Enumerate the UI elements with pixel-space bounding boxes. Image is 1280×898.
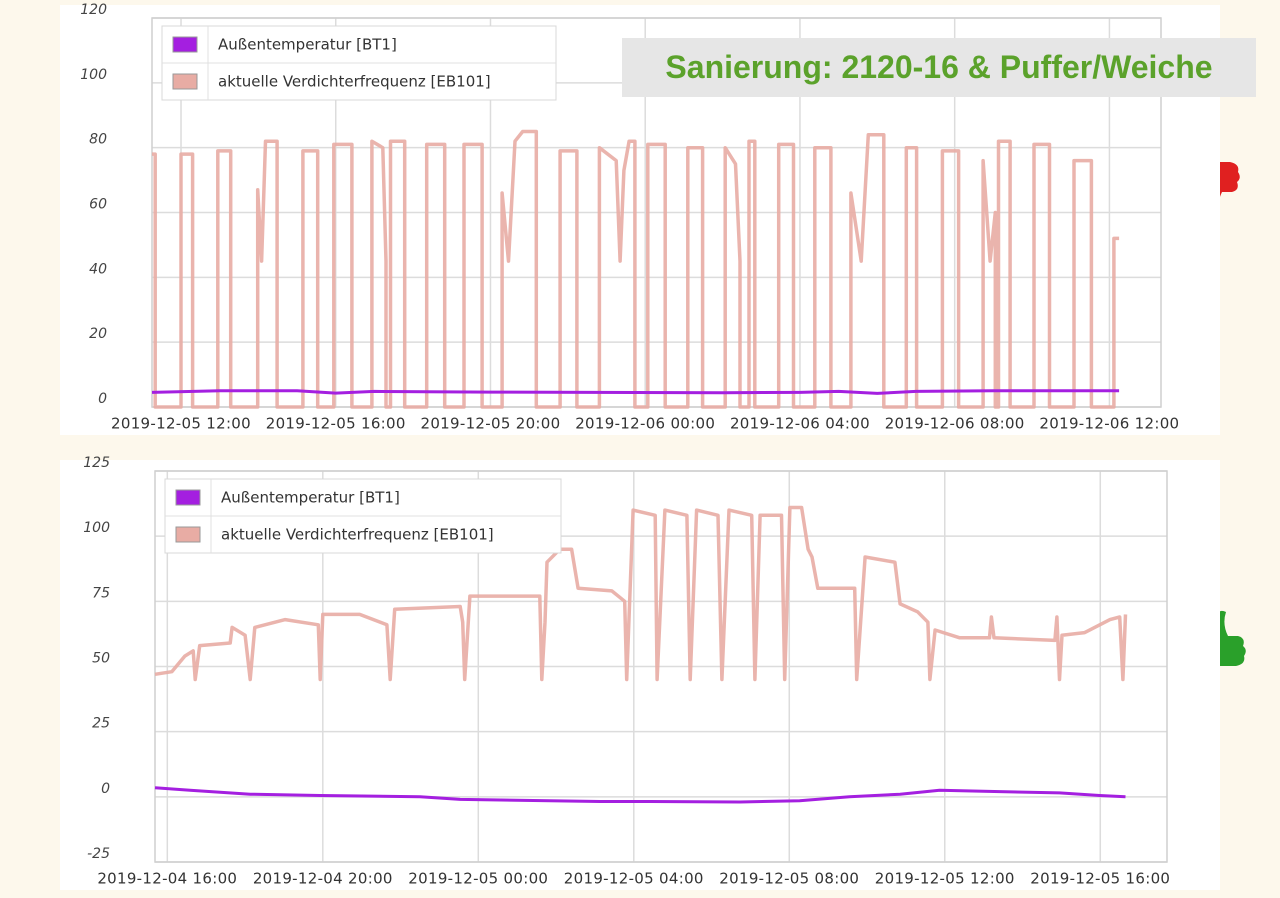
x-tick-label: 2019-12-05 12:00 — [875, 870, 1015, 888]
x-tick-label: 2019-12-05 12:00 — [111, 415, 251, 433]
legend-label: aktuelle Verdichterfrequenz [EB101] — [218, 73, 491, 91]
annotation: Sanierung: 2120-16 & Puffer/Weiche — [622, 38, 1256, 97]
chart-panel: 0 20 40 60 80 100 120 2019-12-05 12:00 2019-12-0… — [60, 2, 1220, 435]
x-tick-label: 2019-12-06 04:00 — [730, 415, 870, 433]
x-tick-label: 2019-12-04 16:00 — [97, 870, 237, 888]
y-tick-label: 125 — [83, 455, 110, 471]
legend-label: aktuelle Verdichterfrequenz [EB101] — [221, 526, 494, 544]
chart-panel: -25 0 25 50 75 100 125 2019-12-04 16:00 2019-12-… — [60, 455, 1220, 890]
y-tick-label: -25 — [87, 846, 110, 862]
legend-label: Außentemperatur [BT1] — [221, 489, 400, 507]
series-line — [154, 786, 1126, 804]
y-tick-label: 80 — [89, 132, 107, 148]
legend-swatch — [175, 526, 201, 543]
legend-swatch — [175, 489, 201, 506]
series-line — [151, 389, 1120, 395]
y-tick-label: 100 — [80, 67, 107, 83]
y-tick-label: 20 — [89, 326, 107, 342]
y-tick-label: 0 — [98, 391, 107, 407]
x-tick-label: 2019-12-05 16:00 — [1030, 870, 1170, 888]
x-tick-label: 2019-12-05 16:00 — [266, 415, 406, 433]
x-tick-label: 2019-12-06 08:00 — [885, 415, 1025, 433]
y-tick-label: 40 — [89, 261, 107, 277]
y-tick-label: 50 — [92, 651, 110, 667]
x-tick-label: 2019-12-04 20:00 — [253, 870, 393, 888]
legend-swatch — [172, 36, 198, 53]
y-tick-label: 120 — [80, 2, 107, 18]
x-tick-label: 2019-12-05 04:00 — [564, 870, 704, 888]
plot-frame — [151, 17, 1162, 408]
x-tick-label: 2019-12-05 00:00 — [408, 870, 548, 888]
legend-swatch — [172, 73, 198, 90]
y-tick-label: 0 — [101, 781, 110, 797]
legend-label: Außentemperatur [BT1] — [218, 36, 397, 54]
x-tick-label: 2019-12-06 12:00 — [1039, 415, 1179, 433]
y-tick-label: 25 — [92, 716, 110, 732]
series-line — [152, 129, 1120, 409]
x-tick-label: 2019-12-05 08:00 — [719, 870, 859, 888]
y-tick-label: 75 — [92, 585, 110, 601]
series-line — [154, 505, 1128, 682]
plot-frame — [154, 470, 1168, 863]
y-tick-label: 100 — [83, 520, 110, 536]
y-tick-label: 60 — [89, 197, 107, 213]
x-tick-label: 2019-12-05 20:00 — [420, 415, 560, 433]
x-tick-label: 2019-12-06 00:00 — [575, 415, 715, 433]
